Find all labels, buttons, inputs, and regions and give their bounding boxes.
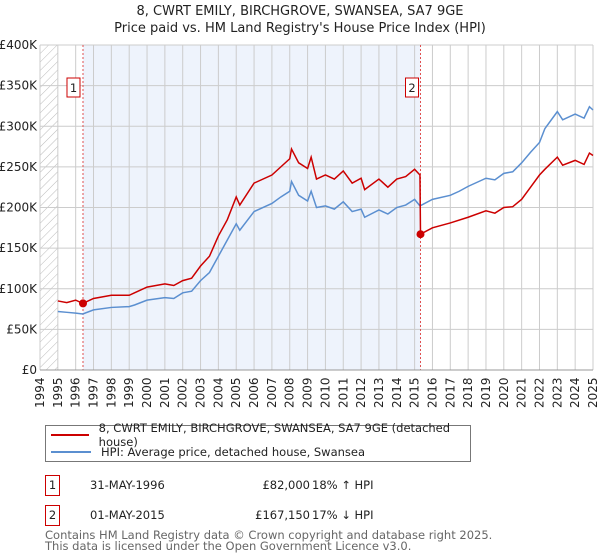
x-tick-label: 2009 <box>301 377 315 408</box>
x-tick-label: 1994 <box>33 377 47 408</box>
sale-point <box>416 230 425 239</box>
y-tick-label: £200K <box>0 201 38 215</box>
x-tick-label: 2021 <box>515 377 529 408</box>
x-tick-label: 2014 <box>390 377 404 408</box>
x-tick-label: 2008 <box>283 377 297 408</box>
sale-badge: 2 <box>45 505 60 526</box>
x-tick-label: 2017 <box>443 377 457 408</box>
x-tick-label: 2016 <box>425 377 439 408</box>
x-tick-label: 2011 <box>336 377 350 408</box>
x-tick-label: 2006 <box>247 377 261 408</box>
footer-line-1: Contains HM Land Registry data © Crown c… <box>45 528 493 542</box>
legend-swatch-blue <box>51 451 91 453</box>
plot-area: 1994 1995 1996 1997 1998 1999 2000 2001 2002 2003… <box>0 38 600 408</box>
legend-label: HPI: Average price, detached house, Swan… <box>101 445 366 459</box>
x-tick-label: 1996 <box>69 377 83 408</box>
y-tick-label: £50K <box>6 322 38 336</box>
y-tick-label: £400K <box>0 38 38 52</box>
x-tick-label: 2023 <box>550 377 564 408</box>
sale-label-box <box>404 77 419 98</box>
sale-hpi-diff: 18% ↑ HPI <box>312 478 374 492</box>
series-line <box>57 146 594 305</box>
x-tick-label: 2005 <box>229 377 243 408</box>
sale-hpi-diff: 17% ↓ HPI <box>312 508 374 522</box>
chart-title: 8, CWRT EMILY, BIRCHGROVE, SWANSEA, SA7 … <box>136 4 464 19</box>
sale-row-1: 1 31-MAY-1996 £82,000 18% ↑ HPI <box>45 475 445 496</box>
y-tick-label: £250K <box>0 160 38 174</box>
legend-item-property: 8, CWRT EMILY, BIRCHGROVE, SWANSEA, SA7 … <box>51 421 470 449</box>
x-tick-label: 2000 <box>140 377 154 408</box>
x-tick-label: 2022 <box>532 377 546 408</box>
x-tick-label: 2002 <box>176 377 190 408</box>
series-line <box>57 105 594 315</box>
x-tick-label: 1995 <box>51 377 65 408</box>
x-tick-label: 1997 <box>87 377 101 408</box>
y-tick-label: £0 <box>22 363 37 377</box>
x-tick-label: 2007 <box>265 377 279 408</box>
y-tick-label: £350K <box>0 79 38 93</box>
sale-label-box <box>66 77 81 98</box>
legend-item-hpi: HPI: Average price, detached house, Swan… <box>51 444 365 460</box>
x-tick-label: 2004 <box>211 377 225 408</box>
x-tick-label: 2003 <box>194 377 208 408</box>
x-tick-label: 2019 <box>479 377 493 408</box>
sale-point <box>78 299 87 308</box>
sale-label: 2 <box>408 81 415 95</box>
sale-date: 01-MAY-2015 <box>90 508 165 522</box>
x-tick-label: 2020 <box>497 377 511 408</box>
x-tick-label: 1999 <box>122 377 136 408</box>
sale-price: £82,000 <box>262 478 310 492</box>
y-tick-label: £100K <box>0 282 38 296</box>
y-tick-label: £150K <box>0 241 38 255</box>
legend-label: 8, CWRT EMILY, BIRCHGROVE, SWANSEA, SA7 … <box>98 421 451 449</box>
x-tick-label: 2010 <box>318 377 332 408</box>
x-tick-label: 2012 <box>354 377 368 408</box>
sale-price: £167,150 <box>255 508 310 522</box>
legend-swatch-red <box>51 434 89 436</box>
x-tick-label: 2025 <box>586 377 600 408</box>
sale-badge: 1 <box>45 475 60 496</box>
chart-subtitle: Price paid vs. HM Land Registry's House … <box>114 21 486 36</box>
x-tick-label: 2024 <box>568 377 582 408</box>
x-tick-label: 2013 <box>372 377 386 408</box>
x-tick-label: 2018 <box>461 377 475 408</box>
footer: Contains HM Land Registry data © Crown c… <box>45 528 493 553</box>
x-tick-label: 1998 <box>104 377 118 408</box>
footer-line-2: This data is licensed under the Open Gov… <box>45 539 412 553</box>
legend: 8, CWRT EMILY, BIRCHGROVE, SWANSEA, SA7 … <box>45 421 471 462</box>
sale-row-2: 2 01-MAY-2015 £167,150 17% ↓ HPI <box>45 505 445 526</box>
sale-label: 1 <box>70 81 77 95</box>
sale-date: 31-MAY-1996 <box>90 478 165 492</box>
x-tick-label: 2015 <box>408 377 422 408</box>
y-tick-label: £300K <box>0 119 38 133</box>
x-tick-label: 2001 <box>158 377 172 408</box>
